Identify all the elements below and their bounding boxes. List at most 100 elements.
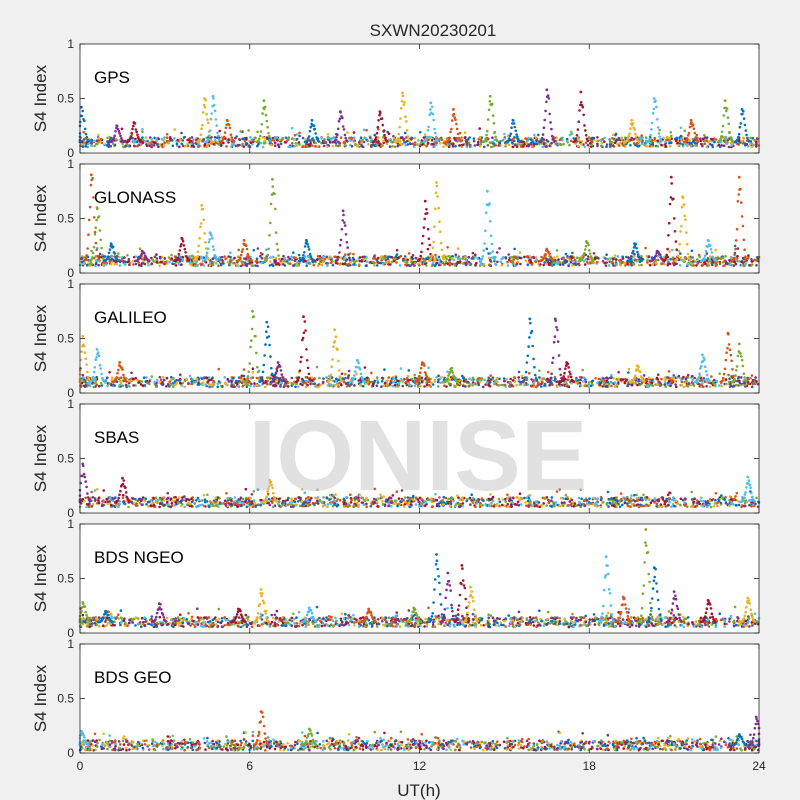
data-point bbox=[660, 143, 663, 147]
spike-point bbox=[450, 119, 454, 122]
spike-point bbox=[693, 131, 697, 135]
data-point bbox=[545, 145, 548, 148]
spike-peak bbox=[723, 99, 727, 103]
spike-point bbox=[651, 111, 655, 115]
data-point bbox=[507, 253, 511, 256]
data-point bbox=[232, 385, 235, 389]
data-point bbox=[217, 380, 221, 383]
data-point bbox=[357, 264, 361, 268]
data-point bbox=[430, 139, 434, 142]
spike-point bbox=[228, 126, 232, 130]
data-point bbox=[290, 126, 294, 130]
data-point bbox=[316, 258, 319, 261]
data-point bbox=[190, 380, 193, 383]
data-point bbox=[696, 258, 699, 261]
data-point bbox=[670, 376, 673, 380]
data-point bbox=[654, 262, 658, 265]
data-point bbox=[228, 259, 232, 262]
spike-peak bbox=[545, 247, 549, 251]
data-point bbox=[673, 379, 677, 383]
spike-point bbox=[432, 240, 435, 244]
data-point bbox=[297, 263, 301, 267]
data-point bbox=[610, 373, 613, 377]
data-point bbox=[345, 385, 349, 388]
data-point bbox=[183, 379, 187, 383]
data-point bbox=[145, 376, 148, 379]
spike-point bbox=[436, 195, 440, 198]
spike-point bbox=[353, 370, 357, 373]
data-point bbox=[624, 264, 627, 267]
data-point bbox=[313, 382, 317, 386]
data-point bbox=[413, 141, 417, 144]
spike-peak bbox=[208, 231, 212, 235]
data-point bbox=[310, 144, 314, 147]
data-point bbox=[100, 384, 104, 387]
spike-point bbox=[112, 136, 116, 140]
data-point bbox=[269, 143, 273, 147]
data-point bbox=[180, 384, 183, 387]
spike-point bbox=[420, 250, 423, 254]
spike-point bbox=[459, 139, 462, 143]
spike-point bbox=[261, 112, 264, 115]
data-point bbox=[213, 138, 217, 142]
spike-point bbox=[345, 241, 349, 244]
data-point bbox=[613, 254, 617, 257]
spike-point bbox=[454, 118, 457, 121]
spike-point bbox=[87, 233, 90, 236]
data-point bbox=[163, 257, 167, 260]
data-point bbox=[670, 379, 674, 382]
data-point bbox=[234, 136, 237, 140]
spike-point bbox=[690, 121, 693, 124]
data-point bbox=[226, 260, 230, 264]
data-point bbox=[191, 378, 194, 381]
spike-point bbox=[312, 259, 315, 262]
spike-point bbox=[363, 380, 366, 383]
data-point bbox=[248, 145, 252, 148]
data-point bbox=[407, 379, 410, 382]
spike-point bbox=[418, 374, 421, 378]
spike-point bbox=[215, 259, 219, 262]
data-point bbox=[615, 263, 619, 266]
spike-point bbox=[339, 238, 343, 242]
data-point bbox=[466, 143, 469, 146]
data-point bbox=[580, 376, 583, 379]
data-point bbox=[494, 379, 497, 383]
spike-point bbox=[329, 373, 333, 377]
data-point bbox=[297, 253, 301, 257]
spike-point bbox=[308, 252, 312, 256]
spike-point bbox=[130, 131, 133, 135]
spike-point bbox=[583, 124, 586, 127]
data-point bbox=[179, 138, 182, 141]
data-point bbox=[219, 263, 223, 267]
spike-point bbox=[274, 231, 278, 234]
data-point bbox=[326, 145, 329, 148]
data-point bbox=[418, 384, 422, 387]
data-point bbox=[85, 264, 89, 267]
spike-point bbox=[637, 253, 640, 256]
data-point bbox=[578, 263, 581, 267]
data-point bbox=[400, 142, 403, 146]
data-point bbox=[418, 381, 421, 385]
data-point bbox=[241, 385, 245, 388]
spike-point bbox=[658, 253, 662, 256]
data-point bbox=[525, 255, 529, 258]
spike-point bbox=[581, 256, 584, 260]
data-point bbox=[110, 254, 114, 258]
data-point bbox=[517, 370, 521, 374]
data-point bbox=[460, 145, 464, 148]
spike-point bbox=[648, 137, 651, 141]
data-point bbox=[535, 258, 538, 262]
data-point bbox=[410, 260, 413, 264]
data-point bbox=[181, 257, 185, 261]
spike-point bbox=[114, 130, 117, 133]
data-point bbox=[497, 141, 501, 145]
data-point bbox=[513, 143, 517, 147]
data-point bbox=[590, 382, 594, 385]
data-point bbox=[393, 145, 397, 148]
spike-point bbox=[516, 135, 519, 139]
spike-point bbox=[376, 125, 380, 129]
data-point bbox=[90, 138, 93, 142]
data-point bbox=[481, 385, 485, 389]
spike-point bbox=[676, 254, 680, 258]
